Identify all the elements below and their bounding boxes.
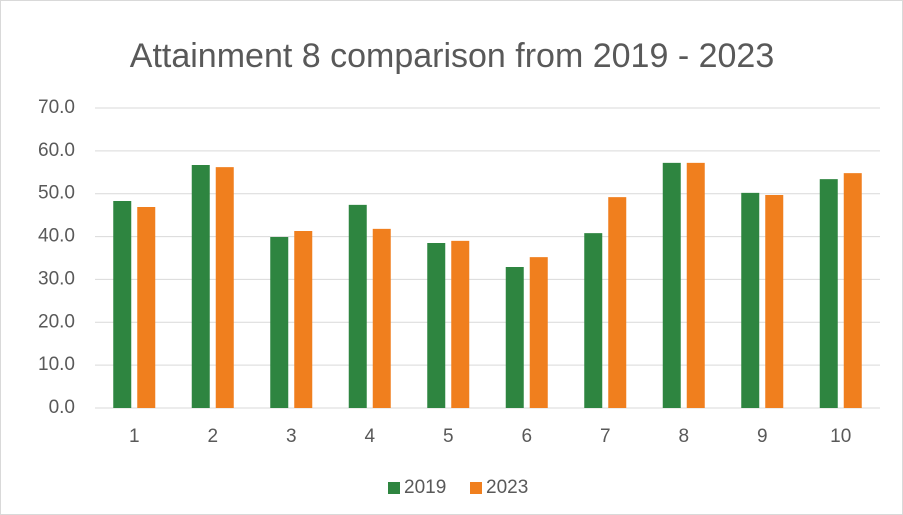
bar bbox=[113, 201, 132, 408]
x-tick-label: 4 bbox=[364, 426, 375, 447]
y-tick-label: 40.0 bbox=[38, 226, 75, 247]
bar bbox=[584, 233, 603, 408]
bar bbox=[608, 197, 627, 408]
y-tick-label: 60.0 bbox=[38, 140, 75, 161]
bar bbox=[137, 207, 156, 408]
y-tick-label: 50.0 bbox=[38, 183, 75, 204]
bar bbox=[348, 204, 367, 408]
legend-swatch bbox=[388, 482, 400, 494]
bar bbox=[741, 192, 760, 408]
x-tick-label: 2 bbox=[207, 426, 218, 447]
y-tick-label: 30.0 bbox=[38, 268, 75, 289]
bar bbox=[819, 179, 838, 408]
legend-label: 2019 bbox=[404, 477, 446, 498]
bar bbox=[270, 237, 289, 408]
x-tick-label: 10 bbox=[830, 426, 851, 447]
x-tick-label: 8 bbox=[678, 426, 689, 447]
x-tick-label: 1 bbox=[129, 426, 140, 447]
y-tick-label: 20.0 bbox=[38, 311, 75, 332]
legend-label: 2023 bbox=[486, 477, 528, 498]
bar bbox=[765, 195, 784, 408]
bar bbox=[662, 162, 681, 408]
x-tick-label: 9 bbox=[757, 426, 768, 447]
y-tick-label: 0.0 bbox=[49, 397, 75, 418]
bar bbox=[427, 243, 446, 408]
bar bbox=[191, 165, 210, 408]
bar bbox=[451, 240, 470, 408]
x-tick-label: 5 bbox=[443, 426, 454, 447]
bar bbox=[215, 167, 234, 408]
bar bbox=[843, 173, 862, 408]
y-tick-label: 70.0 bbox=[38, 97, 75, 118]
legend-swatch bbox=[470, 482, 482, 494]
bar bbox=[505, 267, 524, 408]
x-tick-label: 6 bbox=[521, 426, 532, 447]
bar bbox=[686, 162, 705, 408]
chart-title: Attainment 8 comparison from 2019 - 2023 bbox=[130, 37, 774, 75]
y-tick-label: 10.0 bbox=[38, 354, 75, 375]
bar bbox=[529, 257, 548, 408]
x-tick-label: 3 bbox=[286, 426, 297, 447]
x-tick-label: 7 bbox=[600, 426, 611, 447]
bar bbox=[372, 228, 391, 408]
bar bbox=[294, 231, 313, 408]
